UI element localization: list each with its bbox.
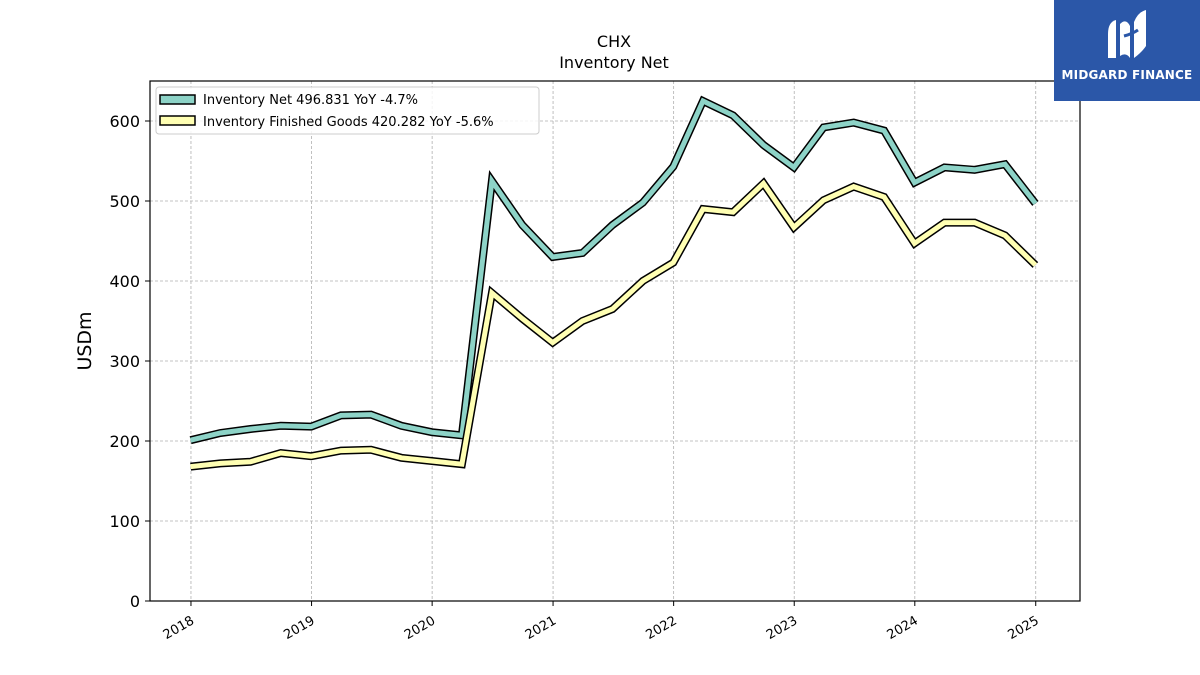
y-tick-label: 600	[109, 112, 140, 131]
legend-swatch-inventory-net	[159, 94, 196, 105]
brand-logo-icon	[1108, 10, 1146, 58]
x-tick-label: 2020	[402, 613, 438, 643]
brand-logo: MIDGARD FINANCE	[1054, 0, 1200, 101]
legend-label-inventory-finished-goods: Inventory Finished Goods 420.282 YoY -5.…	[203, 115, 494, 130]
x-tick-label: 2024	[885, 613, 921, 643]
grid	[150, 81, 1080, 602]
chart-subtitle: Inventory Net	[559, 53, 669, 72]
x-tick-label: 2021	[523, 613, 559, 643]
x-tick-label: 2022	[643, 613, 679, 643]
y-axis: 0 100 200 300 400 500 600	[109, 112, 150, 611]
legend-box	[155, 86, 540, 135]
y-tick-label: 100	[109, 512, 140, 531]
y-tick-label: 300	[109, 352, 140, 371]
plot-frame	[149, 80, 1081, 602]
series-line-inventory-net	[190, 97, 1038, 443]
series-outline-inventory-net	[189, 95, 1039, 445]
y-tick-label: 400	[109, 272, 140, 291]
y-tick-label: 0	[130, 592, 140, 611]
legend-swatch-inventory-finished-goods	[159, 115, 196, 126]
x-tick-label: 2019	[281, 613, 317, 643]
chart-title: CHX	[597, 32, 631, 51]
y-axis-label: USDm	[74, 311, 96, 370]
series-line-inventory-finished-goods	[190, 179, 1038, 470]
series-lines	[189, 95, 1039, 471]
y-tick-label: 200	[109, 432, 140, 451]
brand-name: MIDGARD FINANCE	[1061, 68, 1193, 82]
x-tick-label: 2025	[1006, 613, 1042, 643]
x-tick-label: 2023	[764, 613, 800, 643]
x-tick-label: 2018	[161, 613, 197, 643]
y-tick-label: 500	[109, 192, 140, 211]
legend: Inventory Net 496.831 YoY -4.7% Inventor…	[155, 86, 540, 135]
legend-label-inventory-net: Inventory Net 496.831 YoY -4.7%	[203, 93, 418, 108]
x-axis: 2018 2019 2020 2021 2022 2023 2024 2025	[161, 601, 1042, 643]
